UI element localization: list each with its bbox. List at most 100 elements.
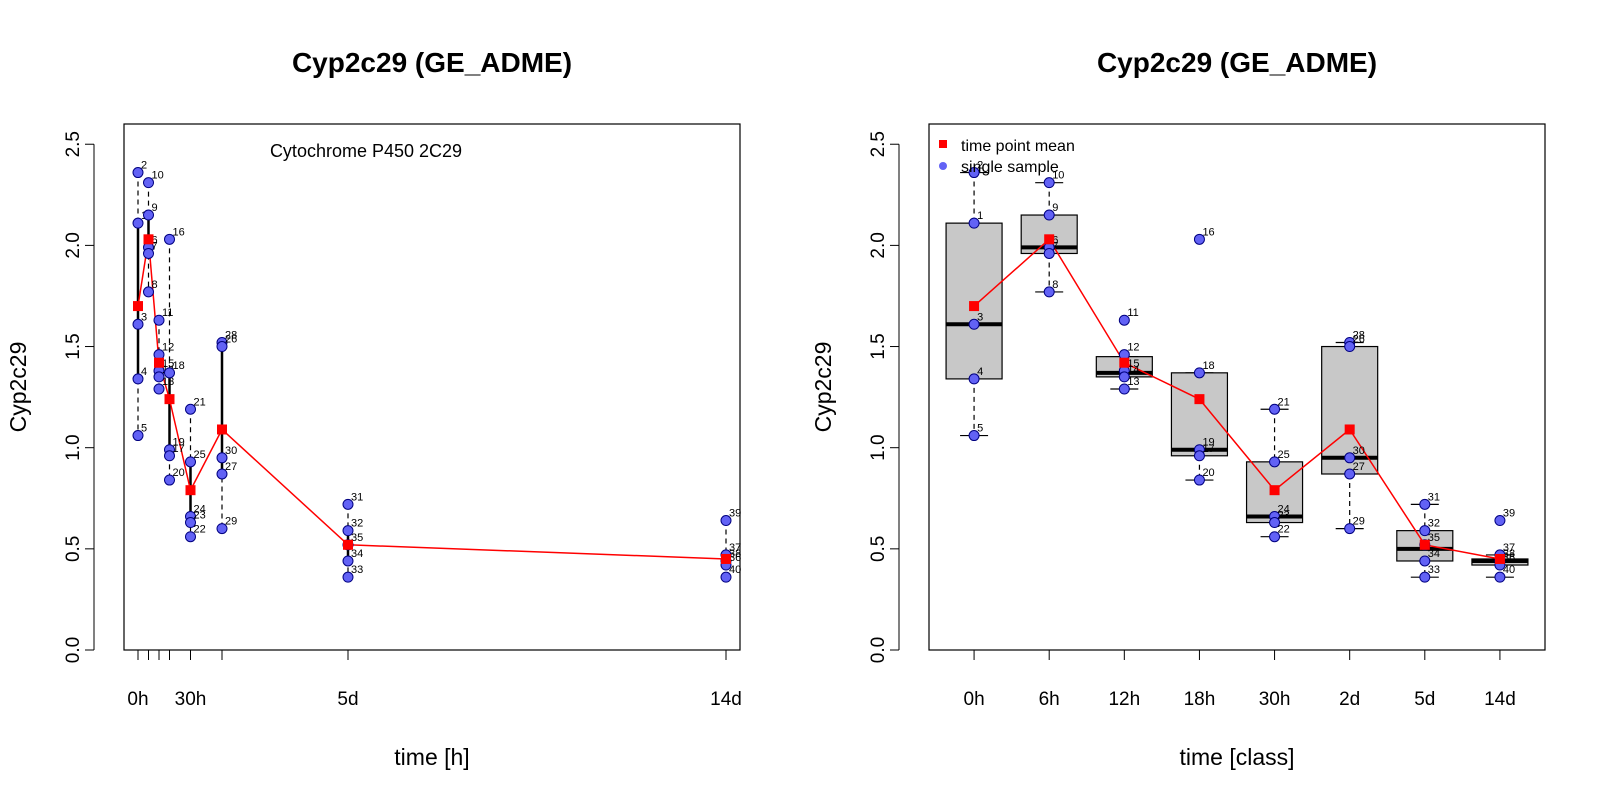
sample-id-label: 13 (162, 376, 174, 388)
sample-point (143, 286, 154, 298)
legend-mean-swatch (939, 140, 947, 148)
x-tick-label: 6h (1039, 689, 1060, 710)
x-tick-label: 0h (127, 689, 148, 710)
sample-point (342, 525, 354, 537)
sample-id-label: 27 (1353, 461, 1365, 473)
x-axis-label-right: time [class] (1179, 744, 1294, 770)
y-tick-label: 1.0 (868, 434, 889, 460)
sample-id-label: 38 (1503, 548, 1515, 560)
sample-point (720, 571, 732, 583)
sample-id-label: 30 (225, 445, 237, 457)
sample-point (216, 468, 228, 480)
sample-id-label: 32 (1428, 518, 1440, 530)
mean-marker (1044, 234, 1055, 245)
sample-point (216, 523, 228, 535)
sample-id-label: 24 (1278, 503, 1290, 515)
sample-id-label: 34 (1428, 548, 1440, 560)
sample-id-label: 33 (1428, 564, 1440, 576)
sample-id-label: 18 (1202, 360, 1214, 372)
sample-id-label: 19 (173, 437, 185, 449)
sample-point (1043, 209, 1055, 221)
y-tick-label: 2.5 (63, 131, 84, 157)
sample-point (164, 474, 175, 486)
sample-id-label: 21 (1278, 396, 1290, 408)
sample-id-label: 3 (141, 311, 147, 323)
y-axis-left: 0.0 0.5 1.0 1.5 2.0 2.5 (63, 131, 95, 663)
sample-point (968, 217, 980, 229)
mean-marker (1194, 394, 1205, 405)
sample-id-label: 34 (351, 548, 363, 560)
x-tick-label: 30h (175, 689, 207, 710)
sample-point (1118, 371, 1130, 383)
legend: time point mean single sample (939, 138, 1075, 176)
sample-point (1419, 555, 1431, 567)
gene-annotation: Cytochrome P450 2C29 (270, 141, 462, 161)
sample-point (1344, 523, 1356, 535)
sample-point (1419, 525, 1431, 537)
y-axis-label-left: Cyp2c29 (5, 342, 31, 433)
sample-point (153, 383, 165, 395)
y-tick-label: 2.0 (63, 232, 84, 258)
x-tick-label: 14d (710, 689, 742, 710)
sample-point (185, 456, 196, 468)
sample-point (342, 555, 354, 567)
sample-point (968, 167, 980, 179)
sample-id-label: 12 (1127, 342, 1139, 354)
sample-point (968, 373, 980, 385)
mean-marker (164, 394, 175, 405)
sample-id-label: 40 (729, 564, 741, 576)
sample-id-label: 30 (1353, 445, 1365, 457)
sample-id-label: 8 (1052, 279, 1058, 291)
sample-point (1344, 341, 1356, 353)
legend-sample-swatch (939, 162, 947, 170)
y-tick-label: 2.5 (868, 131, 889, 157)
sample-id-label: 4 (141, 366, 147, 378)
panel-time-hours: Cyp2c29 (GE_ADME) time [h] Cyp2c29 Cytoc… (5, 47, 742, 770)
sample-id-label: 2 (977, 160, 983, 172)
sample-id-label: 1 (977, 210, 983, 222)
sample-id-label: 6 (152, 234, 158, 246)
sample-point (1269, 456, 1281, 468)
sample-point (132, 318, 144, 330)
mean-marker (721, 553, 731, 564)
sample-id-label: 32 (351, 518, 363, 530)
sample-id-label: 11 (162, 307, 173, 319)
sample-id-label: 31 (351, 491, 363, 503)
mean-marker (154, 357, 164, 368)
sample-id-label: 24 (194, 503, 206, 515)
sample-id-label: 14 (1127, 364, 1139, 376)
sample-id-label: 12 (162, 342, 174, 354)
sample-id-label: 21 (194, 396, 206, 408)
mean-line-right (973, 238, 1501, 560)
sample-id-label: 26 (225, 334, 237, 346)
chart-title-left: Cyp2c29 (GE_ADME) (292, 47, 572, 78)
mean-line-left (137, 239, 727, 560)
sample-point (968, 318, 980, 330)
legend-mean-label: time point mean (961, 138, 1075, 155)
sample-id-label: 3 (977, 311, 983, 323)
sample-point (1419, 498, 1431, 510)
sample-id-label: 17 (173, 443, 185, 455)
chart-title-right: Cyp2c29 (GE_ADME) (1097, 47, 1377, 78)
sample-id-label: 25 (1278, 449, 1290, 461)
sample-point (164, 233, 175, 245)
mean-markers-left (133, 234, 731, 564)
mean-marker (343, 539, 353, 550)
sample-point (1344, 452, 1356, 464)
sample-id-label: 9 (1052, 202, 1058, 214)
x-tick-label: 30h (1259, 689, 1291, 710)
sample-point (143, 247, 154, 259)
sample-id-label: 20 (173, 467, 185, 479)
plot-frame-left (123, 123, 741, 651)
x-tick-label: 2d (1339, 689, 1360, 710)
sample-point (1118, 383, 1130, 395)
sample-id-label: 11 (1127, 307, 1138, 319)
box-body (1170, 372, 1229, 457)
sample-point (143, 209, 154, 221)
sample-id-label: 13 (1127, 376, 1139, 388)
sample-id-label: 10 (1052, 170, 1064, 182)
sample-point (1419, 571, 1431, 583)
x-axis-label-left: time [h] (394, 744, 469, 770)
sample-point (1043, 177, 1055, 189)
mean-line (973, 238, 1501, 560)
